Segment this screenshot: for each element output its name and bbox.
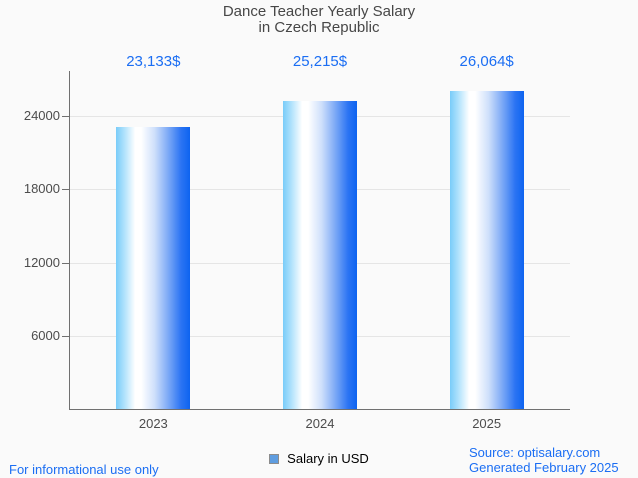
source-block: Source: optisalary.com Generated Februar… (469, 445, 619, 475)
x-tick-label-2024: 2024 (305, 416, 335, 431)
y-tick-mark-6000 (62, 335, 69, 337)
bar-2023 (116, 126, 191, 409)
legend: Salary in USD (0, 451, 638, 466)
source-link[interactable]: Source: optisalary.com (469, 445, 601, 460)
bar-value-label-2024: 25,215$ (292, 53, 348, 70)
y-tick-label: 24000 (23, 108, 60, 124)
x-axis-line (69, 409, 570, 410)
legend-label: Salary in USD (287, 451, 369, 466)
y-tick-label: 18000 (23, 181, 60, 197)
y-tick-mark-12000 (62, 262, 69, 264)
bar-2024 (283, 101, 357, 409)
y-tick-label: 6000 (31, 327, 60, 343)
generated-date: Generated February 2025 (469, 460, 619, 475)
y-tick-label: 12000 (23, 254, 60, 270)
disclaimer-note: For informational use only (9, 462, 159, 477)
y-tick-mark-24000 (62, 116, 69, 118)
chart-title-line1: Dance Teacher Yearly Salary (222, 3, 416, 20)
bar-value-label-2023: 23,133$ (126, 53, 181, 70)
bar-2025 (449, 90, 524, 409)
x-tick-label-2025: 2025 (472, 416, 502, 431)
bar-value-label-2025: 26,064$ (459, 53, 514, 70)
chart-title-line2: in Czech Republic (258, 19, 380, 36)
legend-swatch-icon (269, 453, 280, 464)
x-tick-label-2023: 2023 (138, 416, 168, 431)
plot-area: 6000 12000 18000 24000 23,133$ 2023 25,215$ 202… (24, 53, 570, 431)
chart-title: Dance Teacher Yearly Salary in Czech Rep… (0, 4, 638, 36)
y-tick-mark-18000 (62, 189, 69, 191)
y-axis-line (69, 71, 70, 410)
